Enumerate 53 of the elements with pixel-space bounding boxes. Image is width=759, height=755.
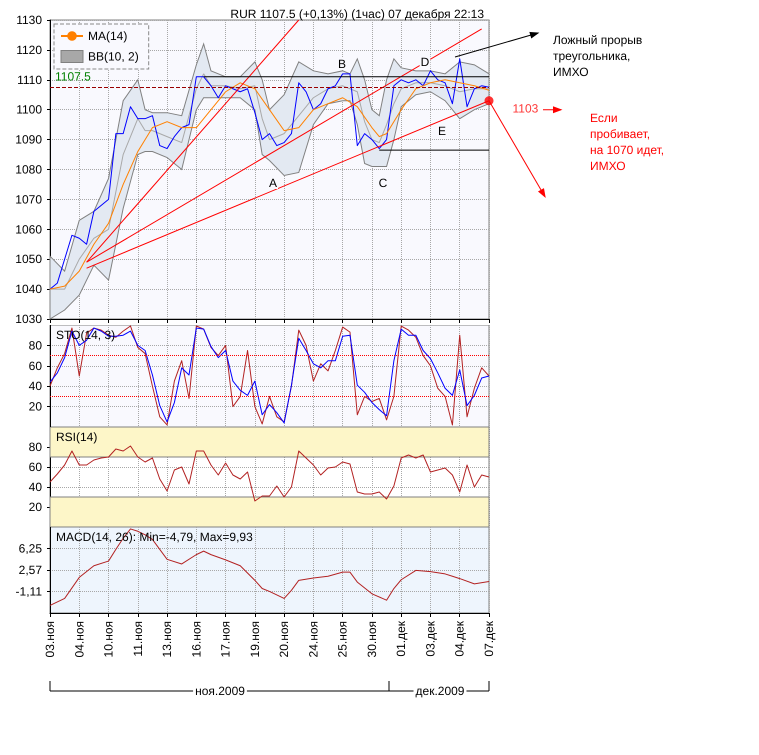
y-tick-label: -1,11 (16, 584, 42, 598)
chart-title: RSI(14) (56, 430, 98, 444)
x-tick-label: 24.ноя (306, 621, 320, 658)
annotation: E (438, 124, 446, 138)
legend-label: MA(14) (88, 29, 128, 43)
y-tick-label: 40 (28, 379, 42, 394)
y-tick-label: 2,57 (18, 563, 42, 577)
data-label: 1103 (512, 102, 539, 116)
annotation: D (420, 55, 430, 69)
y-tick-label: 6,25 (18, 542, 42, 556)
x-tick-label: 20.ноя (277, 621, 292, 658)
chart-title: RUR 1107.5 (+0,13%) (1час) 07 декабря 22:13 (230, 7, 484, 21)
x-tick-label: 25.ноя (336, 621, 350, 658)
x-tick-label: 03.дек (423, 620, 438, 657)
x-tick-label: 30.ноя (364, 621, 379, 658)
x-tick-label: 04.дек (452, 620, 467, 657)
y-tick-label: 1040 (15, 282, 42, 296)
y-tick-label: 60 (28, 358, 42, 373)
x-tick-label: 07.дек (482, 620, 496, 657)
y-tick-label: 1060 (15, 222, 42, 236)
legend-label: BB(10, 2) (88, 50, 139, 64)
x-tick-label: 13.ноя (160, 621, 174, 658)
y-tick-label: 1070 (15, 192, 42, 206)
x-tick-label: 17.ноя (218, 621, 233, 658)
y-tick-label: 80 (28, 440, 42, 454)
text: Если пробивает, на 1070 идет, ИМХО (590, 111, 668, 173)
y-tick-label: 40 (28, 480, 42, 494)
y-tick-label: 1110 (17, 72, 42, 87)
y-tick-label: 20 (28, 400, 42, 414)
y-tick-label: 1050 (15, 252, 42, 266)
y-tick-label: 1120 (16, 42, 42, 57)
annotation: B (338, 57, 346, 71)
x-tick-label: 11.ноя (130, 621, 145, 657)
x-tick-label: 19.ноя (248, 621, 262, 658)
y-tick-label: 1100 (16, 102, 42, 117)
y-tick-label: 80 (28, 338, 42, 352)
text: дек.2009 (416, 684, 465, 698)
text: Ложный прорыв треугольника, ИМХО (553, 33, 646, 79)
x-tick-label: 10.ноя (102, 621, 116, 658)
x-tick-label: 04.ноя (72, 621, 86, 658)
y-tick-label: 1080 (15, 162, 42, 176)
y-tick-label: 1130 (16, 13, 42, 27)
text: ноя.2009 (195, 684, 246, 698)
x-tick-label: 01.дек (394, 620, 408, 657)
x-tick-label: 16.ноя (189, 621, 204, 658)
y-tick-label: 1030 (15, 312, 42, 326)
ref-line-label: 1107.5 (55, 69, 92, 84)
x-tick-label: 03.ноя (43, 621, 57, 658)
annotation: C (378, 176, 388, 190)
y-tick-label: 60 (28, 460, 42, 474)
y-tick-label: 1090 (15, 132, 42, 147)
y-tick-label: 20 (28, 500, 42, 514)
annotation: A (268, 176, 278, 190)
